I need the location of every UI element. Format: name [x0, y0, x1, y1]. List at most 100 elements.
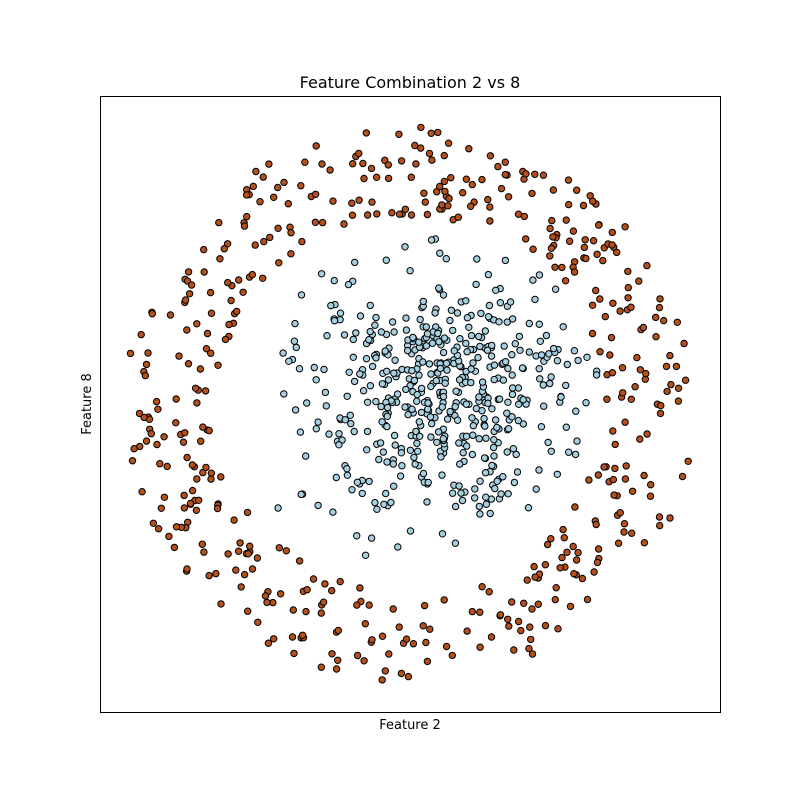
data-point-outer: [546, 224, 554, 233]
data-point-inner: [496, 299, 505, 307]
data-point-inner: [415, 418, 423, 426]
data-point-outer: [224, 278, 232, 287]
data-point-inner: [497, 490, 505, 498]
data-point-inner: [549, 344, 558, 353]
data-point-inner: [397, 449, 406, 457]
data-point-inner: [482, 500, 491, 508]
data-point-outer: [181, 429, 189, 437]
data-point-outer: [142, 437, 151, 445]
data-point-inner: [525, 319, 533, 328]
data-point-inner: [343, 465, 351, 473]
data-point-outer: [207, 349, 215, 357]
data-point-inner: [414, 447, 422, 455]
data-point-outer: [548, 216, 556, 225]
data-point-inner: [493, 477, 501, 485]
data-point-outer: [142, 360, 151, 369]
data-point-inner: [432, 376, 440, 385]
data-point-outer: [412, 160, 420, 168]
data-point-outer: [368, 198, 376, 206]
data-point-outer: [467, 202, 475, 211]
data-point-outer: [201, 387, 210, 395]
data-point-inner: [471, 485, 479, 493]
data-point-outer: [259, 274, 267, 282]
data-point-outer: [207, 309, 216, 317]
data-point-inner: [462, 297, 470, 305]
data-point-outer: [395, 210, 404, 218]
data-point-outer: [627, 303, 635, 311]
data-point-inner: [467, 331, 476, 340]
data-point-inner: [373, 505, 381, 513]
data-point-outer: [570, 268, 579, 276]
data-point-inner: [356, 312, 365, 320]
data-point-outer: [236, 539, 244, 547]
data-point-outer: [248, 270, 257, 279]
data-point-outer: [381, 667, 389, 675]
data-point-outer: [180, 491, 188, 500]
data-point-outer: [290, 649, 298, 658]
data-point-inner: [291, 319, 299, 328]
data-point-inner: [438, 471, 446, 479]
data-point-inner: [394, 543, 402, 551]
data-point-outer: [319, 598, 328, 606]
data-point-inner: [468, 450, 477, 459]
data-point-outer: [243, 508, 252, 517]
data-point-outer: [303, 586, 311, 594]
data-point-inner: [415, 338, 423, 346]
data-point-outer: [184, 360, 193, 368]
data-point-outer: [619, 389, 627, 397]
data-point-outer: [486, 152, 495, 160]
data-point-inner: [312, 376, 320, 384]
data-point-outer: [660, 316, 668, 325]
data-point-inner: [403, 346, 412, 355]
data-point-inner: [423, 330, 432, 338]
data-point-outer: [137, 330, 145, 339]
data-point-outer: [179, 438, 188, 446]
data-point-outer: [565, 200, 573, 209]
data-point-outer: [528, 189, 536, 198]
data-point-outer: [234, 547, 243, 555]
data-point-outer: [397, 669, 406, 678]
data-point-inner: [488, 461, 496, 470]
data-point-outer: [309, 575, 318, 583]
data-point-inner: [404, 410, 412, 419]
data-point-inner: [446, 407, 454, 416]
data-point-outer: [188, 461, 197, 469]
data-point-inner: [504, 490, 512, 498]
data-point-inner: [419, 469, 428, 478]
data-point-outer: [185, 290, 194, 298]
data-point-outer: [444, 202, 452, 210]
data-point-outer: [441, 187, 449, 196]
data-point-inner: [565, 448, 573, 456]
data-point-outer: [497, 184, 506, 193]
data-point-outer: [227, 296, 235, 305]
data-point-outer: [558, 263, 566, 272]
data-point-inner: [442, 255, 450, 263]
data-point-outer: [501, 158, 509, 166]
data-point-outer: [395, 130, 403, 139]
data-point-inner: [478, 378, 487, 386]
data-point-inner: [536, 337, 544, 345]
data-point-inner: [379, 448, 387, 456]
data-point-inner: [290, 337, 299, 345]
data-point-outer: [624, 267, 632, 276]
data-point-outer: [608, 228, 616, 237]
data-point-outer: [328, 586, 336, 595]
data-point-outer: [349, 160, 357, 168]
data-point-inner: [487, 352, 496, 360]
data-point-outer: [528, 605, 536, 613]
data-point-outer: [565, 237, 574, 245]
data-point-outer: [166, 311, 175, 319]
data-point-inner: [419, 297, 427, 306]
data-point-outer: [559, 525, 567, 534]
data-point-outer: [365, 601, 373, 609]
data-point-outer: [484, 195, 492, 204]
data-point-outer: [547, 244, 556, 253]
data-point-inner: [383, 367, 391, 375]
data-point-inner: [450, 347, 458, 355]
data-point-inner: [476, 477, 484, 485]
data-point-outer: [246, 542, 254, 550]
data-point-outer: [389, 605, 397, 613]
data-point-outer: [298, 631, 307, 639]
data-point-inner: [346, 411, 354, 419]
data-point-outer: [175, 352, 183, 360]
